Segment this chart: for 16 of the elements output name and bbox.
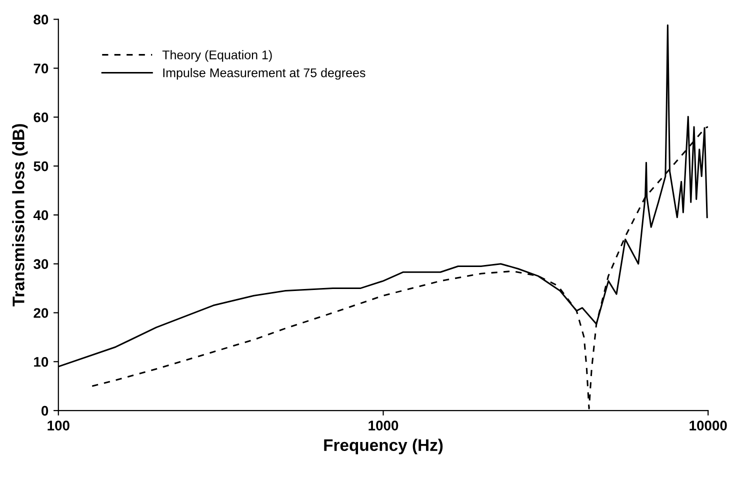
y-tick-label: 0 (42, 406, 48, 416)
legend-label: Theory (Equation 1) (162, 50, 272, 62)
y-tick-label: 60 (34, 112, 48, 122)
x-tick-label: 10000 (690, 420, 727, 430)
y-tick-label: 20 (34, 308, 48, 318)
y-tick-label: 70 (34, 64, 48, 74)
y-axis-title: Transmission loss (dB) (12, 124, 28, 306)
y-tick-label: 50 (34, 161, 48, 172)
x-axis-title: Frequency (Hz) (324, 438, 443, 454)
y-tick-label: 40 (33, 210, 48, 220)
x-tick-label: 1000 (368, 420, 398, 430)
legend-label: Impulse Measurement at 75 degrees (163, 68, 366, 80)
y-tick-label: 10 (34, 356, 48, 367)
x-tick-label: 100 (48, 420, 70, 430)
y-tick-label: 30 (34, 259, 48, 270)
y-tick-label: 80 (34, 14, 48, 24)
